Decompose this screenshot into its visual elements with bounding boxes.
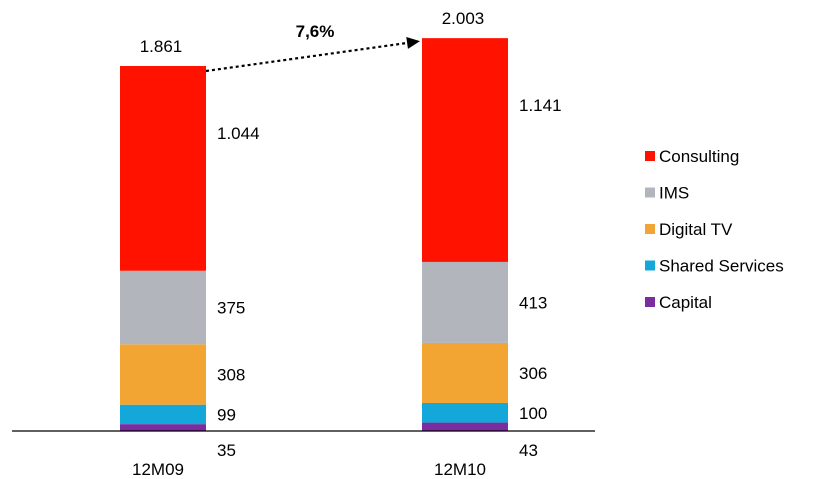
growth-label: 7,6% xyxy=(296,22,335,41)
legend-swatch-ims xyxy=(645,187,655,198)
growth-arrow-line xyxy=(205,41,408,73)
legend-label-capital: Capital xyxy=(659,293,712,312)
bar-segment-consulting-12m10 xyxy=(422,38,508,262)
bar-segment-shared-services-12m09 xyxy=(120,404,206,425)
total-label-12m10: 2.003 xyxy=(442,9,485,28)
total-label-12m09: 1.861 xyxy=(140,37,183,56)
legend: Consulting IMS Digital TV Shared Services Ca… xyxy=(645,147,784,312)
value-label-ims-12m09: 375 xyxy=(217,299,245,318)
x-tick-label-12m10: 12M10 xyxy=(434,460,486,479)
legend-swatch-digital-tv xyxy=(645,224,655,234)
bars-group xyxy=(120,38,508,431)
bar-segment-ims-12m09 xyxy=(120,270,206,345)
segment-labels-group: 35 99 308 375 1.044 43 100 306 413 1.141 xyxy=(217,96,562,460)
legend-label-digital-tv: Digital TV xyxy=(659,220,733,239)
bar-segment-digital-tv-12m09 xyxy=(120,344,206,405)
value-label-capital-12m10: 43 xyxy=(519,441,538,460)
legend-swatch-consulting xyxy=(645,151,655,161)
value-label-consulting-12m10: 1.141 xyxy=(519,96,562,115)
legend-label-ims: IMS xyxy=(659,184,689,203)
bar-segment-capital-12m09 xyxy=(120,424,206,431)
value-label-consulting-12m09: 1.044 xyxy=(217,124,260,143)
legend-label-shared-services: Shared Services xyxy=(659,257,784,276)
legend-swatch-shared-services xyxy=(645,260,655,271)
value-label-shared-services-12m10: 100 xyxy=(519,404,547,423)
value-label-shared-services-12m09: 99 xyxy=(217,405,236,424)
value-label-digital-tv-12m09: 308 xyxy=(217,366,245,385)
legend-label-consulting: Consulting xyxy=(659,147,739,166)
value-label-capital-12m09: 35 xyxy=(217,441,236,460)
x-tick-label-12m09: 12M09 xyxy=(132,460,184,479)
growth-arrow-head xyxy=(406,37,420,49)
value-label-ims-12m10: 413 xyxy=(519,293,547,312)
bar-segment-ims-12m10 xyxy=(422,261,508,343)
legend-swatch-capital xyxy=(645,297,655,307)
value-label-digital-tv-12m10: 306 xyxy=(519,364,547,383)
bar-segment-shared-services-12m10 xyxy=(422,402,508,423)
x-tick-labels-group: 12M09 12M10 xyxy=(132,460,486,479)
bar-segment-capital-12m10 xyxy=(422,422,508,431)
total-labels-group: 1.861 2.003 xyxy=(140,9,485,56)
bar-segment-consulting-12m09 xyxy=(120,66,206,271)
bar-segment-digital-tv-12m10 xyxy=(422,342,508,403)
